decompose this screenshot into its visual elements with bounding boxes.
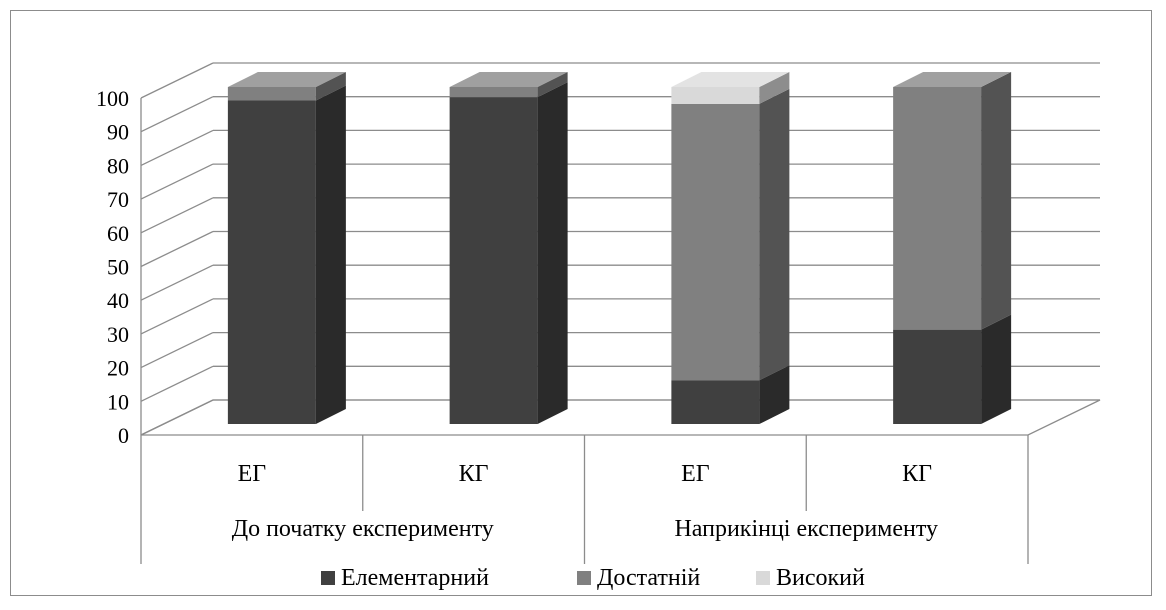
y-tick-label: 60 bbox=[107, 221, 129, 246]
bar-stack bbox=[449, 72, 568, 425]
y-tick-label: 20 bbox=[107, 356, 129, 381]
category-label: ЕГ bbox=[238, 461, 267, 487]
bar-stack bbox=[227, 72, 346, 424]
chart-frame: 0 10 20 30 40 50 60 70 80 90 100 ЕГ КГ ЕГ КГ До початк… bbox=[10, 10, 1152, 596]
gridline bbox=[140, 62, 1100, 99]
category-table bbox=[140, 435, 1029, 564]
group-label: До початку експерименту bbox=[232, 516, 494, 542]
y-axis-ticks: 0 10 20 30 40 50 60 70 80 90 100 bbox=[96, 86, 129, 448]
bar-segment bbox=[449, 72, 568, 98]
group-label: Наприкінці експерименту bbox=[674, 516, 938, 542]
chart-legend: Елементарний Достатній Високий bbox=[321, 565, 865, 591]
bar-segment bbox=[227, 85, 346, 424]
bar-segment bbox=[893, 72, 1012, 330]
y-tick-label: 0 bbox=[118, 423, 129, 448]
chart-svg: 0 10 20 30 40 50 60 70 80 90 100 ЕГ КГ ЕГ КГ До початк… bbox=[96, 62, 1101, 591]
bar-segment bbox=[671, 88, 790, 381]
y-tick-label: 70 bbox=[107, 187, 129, 212]
legend-label: Високий bbox=[776, 565, 865, 591]
legend-swatch bbox=[321, 571, 335, 585]
legend-item: Достатній bbox=[577, 565, 700, 591]
category-label: КГ bbox=[459, 461, 489, 487]
y-tick-label: 40 bbox=[107, 288, 129, 313]
bar-segment bbox=[227, 72, 346, 101]
y-tick-label: 80 bbox=[107, 153, 129, 178]
y-tick-label: 30 bbox=[107, 322, 129, 347]
bar-stack bbox=[671, 72, 790, 424]
legend-label: Елементарний bbox=[341, 565, 489, 591]
category-label: ЕГ bbox=[681, 461, 710, 487]
bar-segment bbox=[449, 82, 568, 425]
bar-segment bbox=[671, 72, 790, 104]
x-axis-categories: ЕГ КГ ЕГ КГ До початку експерименту Наприкінц… bbox=[140, 435, 1029, 564]
legend-item: Високий bbox=[756, 565, 865, 591]
bar-stack bbox=[893, 72, 1012, 424]
y-tick-label: 100 bbox=[96, 86, 129, 111]
legend-label: Достатній bbox=[597, 565, 700, 591]
y-tick-label: 50 bbox=[107, 255, 129, 280]
category-label: КГ bbox=[902, 461, 932, 487]
y-tick-label: 10 bbox=[107, 389, 129, 414]
y-tick-label: 90 bbox=[107, 120, 129, 145]
bar-segment bbox=[671, 365, 790, 424]
chart-bars bbox=[227, 72, 1012, 425]
legend-item: Елементарний bbox=[321, 565, 489, 591]
bar-segment bbox=[893, 314, 1012, 424]
legend-swatch bbox=[577, 571, 591, 585]
legend-swatch bbox=[756, 571, 770, 585]
